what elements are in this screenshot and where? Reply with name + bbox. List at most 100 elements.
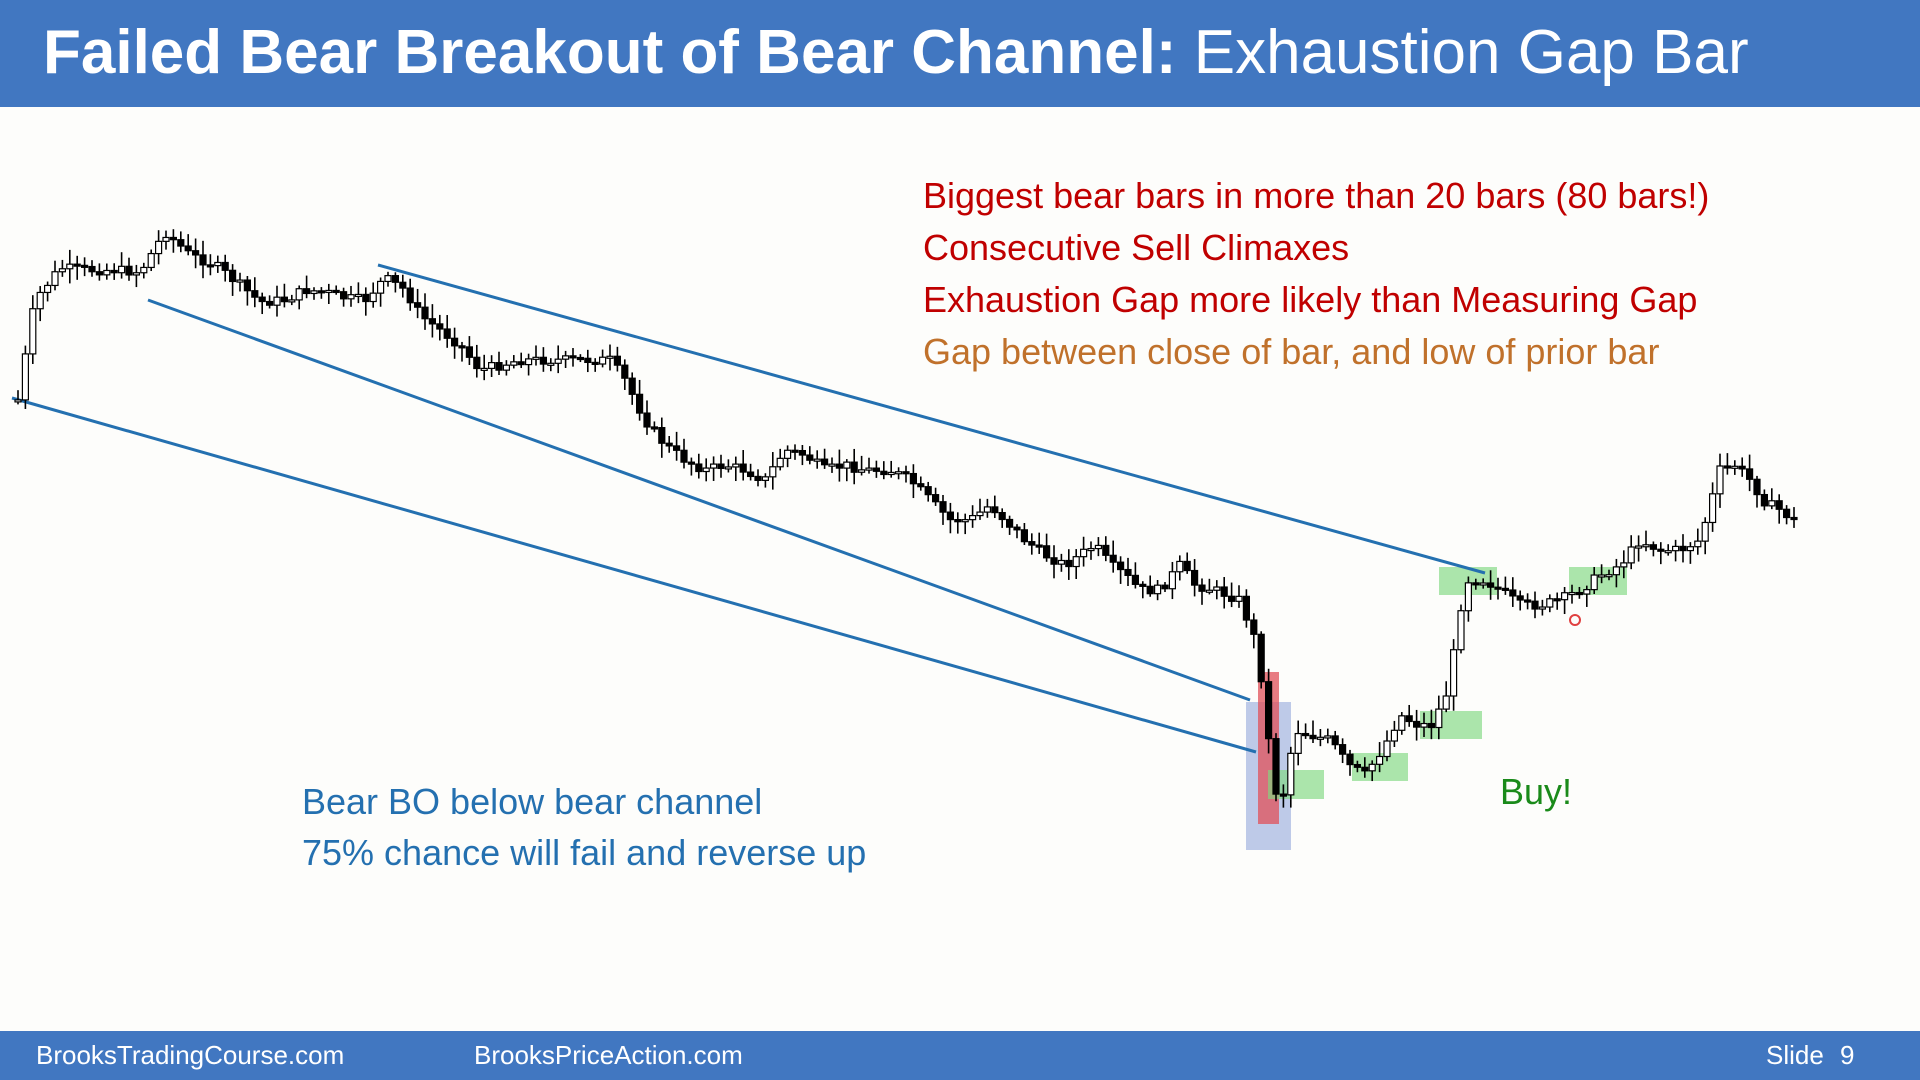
bear-candle	[258, 296, 266, 303]
bull-candle	[1094, 544, 1103, 550]
bear-candle	[1035, 544, 1043, 548]
footer-center-link[interactable]: BrooksPriceAction.com	[474, 1040, 743, 1070]
bear-candle	[169, 236, 177, 241]
bull-candle	[103, 269, 111, 276]
bear-candle	[576, 356, 585, 361]
bear-candle	[739, 463, 747, 473]
bull-candle	[857, 469, 866, 473]
bear-candle	[243, 279, 251, 292]
bear-candle	[850, 461, 858, 473]
bull-candle	[510, 361, 518, 366]
bull-candle	[295, 288, 303, 301]
bull-candle	[813, 458, 821, 462]
bear-candle	[924, 486, 932, 496]
note-fail-chance: 75% chance will fail and reverse up	[302, 832, 867, 873]
bull-candle	[524, 358, 533, 366]
bull-candle	[783, 449, 792, 459]
bull-candle	[1642, 544, 1650, 548]
bull-candle	[702, 467, 710, 473]
bear-candle	[280, 296, 288, 303]
bull-candle	[117, 265, 126, 274]
bull-candle	[709, 463, 718, 469]
bull-candle	[1597, 574, 1606, 578]
bull-candle	[1383, 740, 1391, 758]
bear-candle	[909, 472, 918, 485]
bull-candle	[214, 261, 222, 267]
bear-candle	[835, 463, 844, 469]
bear-candle	[1146, 585, 1154, 595]
note-bear-bo: Bear BO below bear channel	[302, 781, 763, 822]
bear-candle	[1190, 569, 1199, 586]
bear-candle	[229, 269, 237, 283]
bear-candle	[1131, 574, 1140, 585]
bear-candle	[1102, 544, 1110, 556]
bear-candle	[613, 355, 622, 366]
bear-candle	[1516, 595, 1524, 601]
bull-candle	[1176, 560, 1184, 573]
bear-candle	[1250, 619, 1258, 635]
bull-candle	[1708, 493, 1717, 524]
bull-candle	[1316, 736, 1325, 740]
bear-candle	[1227, 595, 1236, 602]
bear-candle	[192, 250, 200, 256]
bear-candle	[88, 265, 96, 273]
bear-candle	[1509, 589, 1517, 597]
bear-candle	[931, 494, 940, 503]
bear-candle	[399, 281, 407, 289]
bull-candle	[1153, 584, 1162, 595]
bear-candle	[443, 328, 451, 339]
bull-candle	[1731, 465, 1739, 469]
bull-candle	[377, 280, 385, 294]
bear-candle	[303, 288, 311, 295]
bear-candle	[1472, 582, 1480, 586]
bear-candle	[1346, 753, 1354, 766]
bear-candle	[199, 254, 207, 266]
bear-candle	[1124, 568, 1132, 577]
bear-candle	[1553, 598, 1561, 602]
bear-candle	[473, 356, 481, 370]
bull-candle	[761, 476, 770, 481]
bear-candle	[1353, 763, 1362, 768]
bear-candle	[1161, 584, 1169, 590]
bull-candle	[488, 362, 496, 369]
bull-candle	[1398, 715, 1406, 731]
bull-candle	[1449, 649, 1458, 697]
bull-candle	[21, 353, 29, 401]
bull-candle	[1560, 592, 1569, 601]
bear-candle	[495, 362, 503, 371]
bull-candle	[1612, 566, 1621, 576]
bear-candle	[939, 501, 947, 513]
bull-candle	[14, 399, 22, 403]
bull-candle	[1057, 559, 1066, 565]
bear-candle	[1575, 591, 1584, 596]
bear-candle	[628, 377, 636, 395]
bear-candle	[1050, 557, 1058, 565]
bear-candle	[1139, 583, 1147, 587]
bear-candle	[569, 355, 577, 359]
bear-candle	[1257, 633, 1265, 683]
slide-label: Slide	[1766, 1040, 1824, 1070]
bull-candle	[606, 355, 614, 359]
bull-candle	[384, 275, 392, 283]
bull-candle	[1620, 562, 1628, 568]
bull-candle	[1701, 521, 1709, 542]
bear-candle	[391, 275, 399, 283]
bull-candle	[1568, 591, 1576, 596]
bear-candle	[591, 361, 599, 366]
bull-candle	[147, 252, 155, 269]
bear-candle	[110, 269, 118, 274]
footer-left-link[interactable]: BrooksTradingCourse.com	[36, 1040, 345, 1070]
bear-candle	[1013, 526, 1021, 531]
bull-candle	[598, 356, 607, 365]
bull-candle	[976, 511, 984, 517]
bear-candle	[717, 463, 725, 470]
bear-candle	[414, 302, 422, 308]
bull-candle	[1546, 598, 1554, 608]
bear-candle	[1657, 548, 1665, 552]
bull-candle	[1420, 722, 1428, 728]
bear-candle	[125, 265, 133, 276]
bull-candle	[310, 290, 318, 295]
bear-candle	[73, 263, 81, 267]
bull-candle	[369, 292, 377, 303]
bear-candle	[621, 364, 629, 379]
